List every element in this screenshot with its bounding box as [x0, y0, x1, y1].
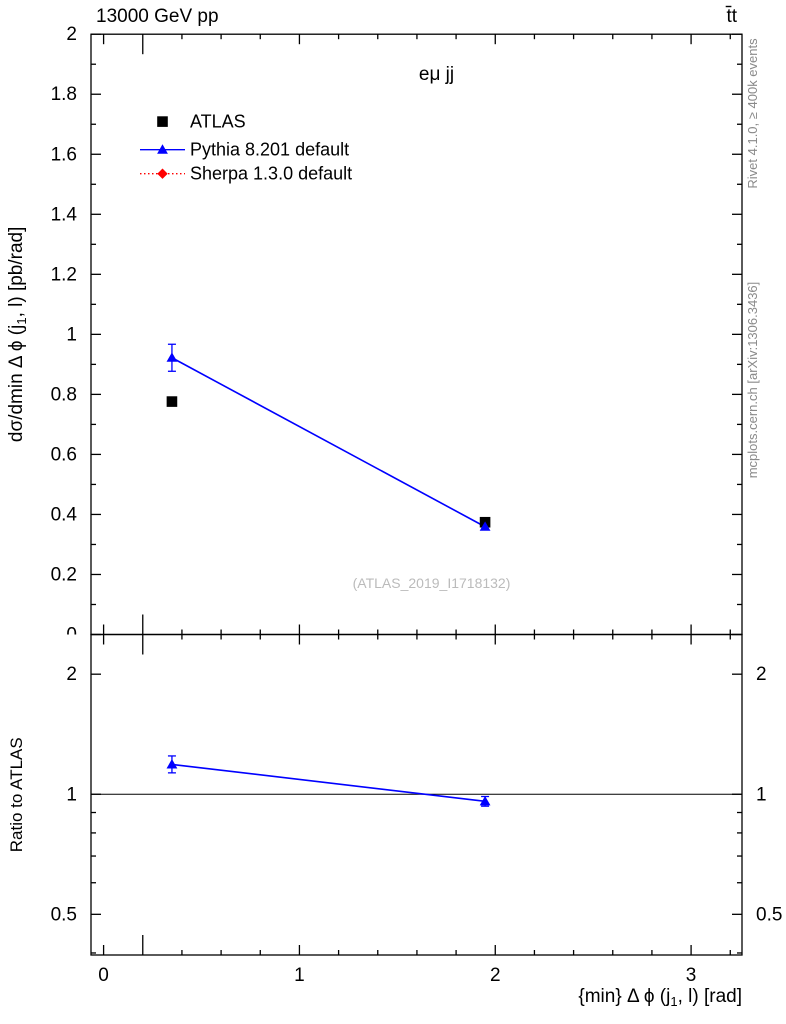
svg-text:0.6: 0.6 — [51, 444, 77, 465]
svg-text:3: 3 — [686, 965, 697, 986]
svg-text:Ratio to ATLAS: Ratio to ATLAS — [7, 737, 26, 852]
svg-text:1.4: 1.4 — [51, 204, 78, 225]
svg-text:1.2: 1.2 — [51, 264, 77, 285]
svg-text:mcplots.cern.ch [arXiv:1306.34: mcplots.cern.ch [arXiv:1306.3436] — [745, 282, 760, 479]
svg-text:2: 2 — [66, 664, 77, 685]
svg-text:dσ/dmin Δ ϕ (j1, l) [pb/rad]: dσ/dmin Δ ϕ (j1, l) [pb/rad] — [6, 227, 29, 443]
svg-text:0.5: 0.5 — [51, 904, 77, 925]
svg-text:Pythia 8.201 default: Pythia 8.201 default — [190, 140, 349, 160]
svg-text:1.8: 1.8 — [51, 84, 77, 105]
svg-text:0.2: 0.2 — [51, 564, 77, 585]
svg-text:ATLAS: ATLAS — [190, 112, 246, 132]
svg-text:0.4: 0.4 — [51, 504, 78, 525]
svg-text:13000 GeV pp: 13000 GeV pp — [96, 6, 219, 27]
svg-text:2: 2 — [66, 24, 77, 45]
svg-text:0.8: 0.8 — [51, 384, 77, 405]
svg-text:tt: tt — [726, 6, 737, 27]
svg-text:1: 1 — [66, 784, 77, 805]
svg-text:1.6: 1.6 — [51, 144, 77, 165]
svg-text:1: 1 — [66, 324, 77, 345]
svg-text:1: 1 — [756, 784, 767, 805]
svg-text:0: 0 — [98, 965, 109, 986]
svg-text:Sherpa 1.3.0 default: Sherpa 1.3.0 default — [190, 164, 352, 184]
svg-text:1: 1 — [294, 965, 305, 986]
svg-text:(ATLAS_2019_I1718132): (ATLAS_2019_I1718132) — [353, 575, 511, 591]
svg-text:{min} Δ ϕ (j1, l) [rad]: {min} Δ ϕ (j1, l) [rad] — [578, 986, 742, 1009]
svg-text:2: 2 — [756, 664, 767, 685]
svg-text:eμ jj: eμ jj — [419, 64, 454, 85]
svg-text:Rivet 4.1.0, ≥ 400k events: Rivet 4.1.0, ≥ 400k events — [745, 38, 760, 189]
svg-text:0.5: 0.5 — [756, 904, 782, 925]
svg-text:2: 2 — [490, 965, 501, 986]
